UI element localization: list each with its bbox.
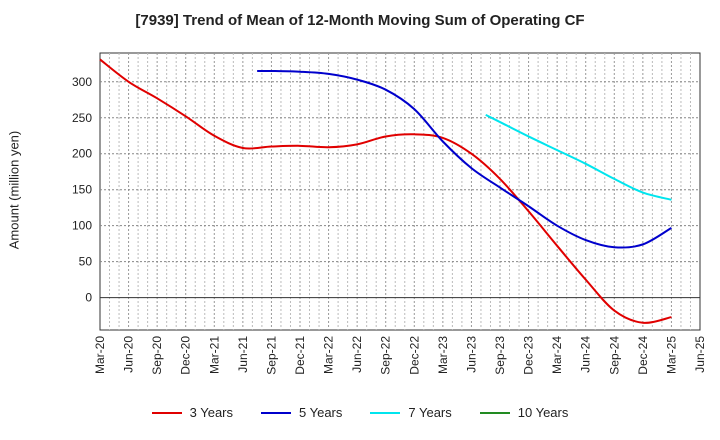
x-tick-label: Mar-20	[93, 336, 107, 374]
x-tick-label: Jun-22	[350, 336, 364, 373]
x-tick-label: Mar-25	[664, 336, 678, 374]
y-tick-label: 150	[72, 183, 92, 197]
y-tick-label: 300	[72, 75, 92, 89]
x-tick-label: Mar-22	[322, 336, 336, 374]
x-tick-label: Mar-24	[550, 336, 564, 374]
legend-item-5-years: 5 Years	[261, 405, 342, 420]
legend-label: 7 Years	[408, 405, 452, 420]
x-tick-label: Jun-21	[236, 336, 250, 373]
x-tick-label: Mar-23	[436, 336, 450, 374]
legend-swatch	[261, 411, 291, 414]
x-tick-label: Jun-20	[122, 336, 136, 373]
y-tick-labels: 0 50 100 150 200 250 300	[72, 75, 92, 305]
legend-item-7-years: 7 Years	[370, 405, 452, 420]
series-line-5-years	[257, 69, 672, 249]
legend-item-3-years: 3 Years	[151, 405, 233, 420]
x-tick-label: Jun-23	[464, 336, 478, 373]
x-tick-label: Sep-20	[150, 336, 164, 375]
legend-label: 3 Years	[189, 405, 233, 420]
x-tick-label: Mar-21	[207, 336, 221, 374]
y-tick-label: 200	[72, 147, 92, 161]
x-tick-labels: Mar-20 Jun-20 Sep-20 Dec-20 Mar-21 Jun-21 Sep-…	[93, 336, 707, 375]
x-tick-label: Sep-22	[379, 336, 393, 375]
legend-swatch	[151, 411, 182, 414]
series-line-3-years	[99, 58, 672, 324]
chart-title: [7939] Trend of Mean of 12-Month Moving …	[135, 12, 585, 29]
y-tick-label: 100	[72, 219, 92, 233]
series-line-7-years	[485, 113, 672, 201]
x-tick-label: Dec-21	[293, 336, 307, 375]
legend-item-10-years: 10 Years	[479, 405, 569, 420]
x-tick-label: Sep-23	[493, 336, 507, 375]
x-tick-label: Dec-24	[636, 336, 650, 375]
x-tick-label: Jun-25	[693, 336, 707, 373]
x-tick-label: Dec-20	[179, 336, 193, 375]
y-tick-label: 250	[72, 111, 92, 125]
x-tick-label: Jun-24	[579, 336, 593, 373]
plot-area	[99, 52, 701, 331]
y-tick-label: 0	[85, 291, 92, 305]
legend-label: 5 Years	[299, 405, 343, 420]
legend: 3 Years 5 Years 7 Years 10 Years	[0, 405, 720, 420]
legend-swatch	[370, 411, 401, 414]
series-lines	[99, 58, 672, 324]
x-tick-label: Dec-23	[522, 336, 536, 375]
legend-swatch	[479, 411, 510, 414]
x-tick-label: Sep-21	[264, 336, 278, 375]
y-tick-label: 50	[79, 255, 93, 269]
x-tick-label: Sep-24	[607, 336, 621, 375]
x-tick-label: Dec-22	[407, 336, 421, 375]
legend-label: 10 Years	[517, 405, 569, 420]
